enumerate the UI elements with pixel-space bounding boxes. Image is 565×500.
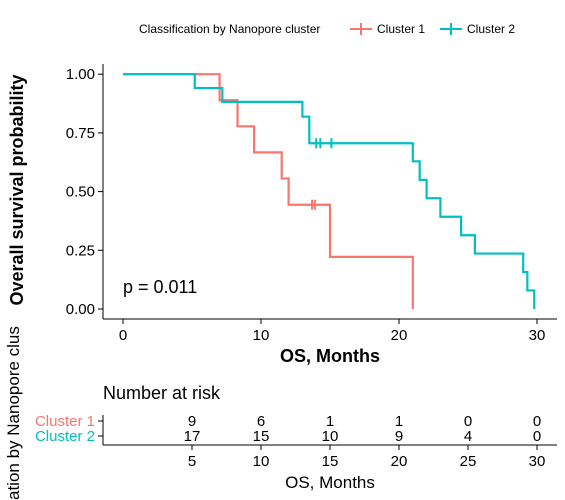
risk-value-cell: 0 bbox=[533, 413, 541, 430]
risk-x-ticks: 5 10 15 20 25 30 bbox=[188, 445, 546, 470]
y-tick-label: 0.00 bbox=[66, 301, 95, 318]
risk-value-cell: 0 bbox=[533, 428, 541, 445]
y-axis-title: Overall survival probability bbox=[7, 74, 27, 305]
risk-x-tick-label: 20 bbox=[391, 453, 408, 470]
y-tick-label: 0.75 bbox=[66, 125, 95, 142]
survival-curve-cluster-1 bbox=[123, 73, 414, 309]
risk-value-cell: 6 bbox=[257, 413, 265, 430]
legend-key-cluster-2: Cluster 2 bbox=[440, 22, 515, 36]
risk-value-cell: 10 bbox=[322, 428, 339, 445]
risk-value-cell: 0 bbox=[464, 413, 472, 430]
legend-label-cluster-1: Cluster 1 bbox=[377, 22, 425, 36]
risk-value-cell: 9 bbox=[188, 413, 196, 430]
y-ticks: 0.00 0.25 0.50 0.75 1.00 bbox=[66, 66, 103, 318]
risk-value-cell: 9 bbox=[395, 428, 403, 445]
x-ticks: 0 10 20 30 bbox=[119, 319, 546, 344]
risk-x-tick-label: 30 bbox=[529, 453, 546, 470]
risk-row-label-cluster-2: Cluster 2 bbox=[35, 428, 95, 445]
risk-value-cell: 15 bbox=[253, 428, 270, 445]
legend-title: Classification by Nanopore cluster bbox=[139, 22, 320, 36]
risk-y-axis-title: ation by Nanopore clus bbox=[4, 326, 23, 500]
x-tick-label: 10 bbox=[253, 327, 270, 344]
legend-label-cluster-2: Cluster 2 bbox=[467, 22, 515, 36]
x-tick-label: 30 bbox=[529, 327, 546, 344]
survival-curves bbox=[123, 73, 536, 309]
legend: Classification by Nanopore cluster Clust… bbox=[139, 22, 515, 36]
risk-x-tick-label: 25 bbox=[460, 453, 477, 470]
x-axis-title: OS, Months bbox=[280, 346, 380, 366]
survival-curve-cluster-2 bbox=[123, 73, 536, 309]
x-tick-label: 20 bbox=[391, 327, 408, 344]
risk-table-title: Number at risk bbox=[103, 383, 221, 403]
risk-row-label-cluster-1: Cluster 1 bbox=[35, 413, 95, 430]
x-tick-label: 0 bbox=[119, 327, 127, 344]
risk-x-tick-label: 15 bbox=[322, 453, 339, 470]
risk-x-axis-title: OS, Months bbox=[285, 473, 375, 492]
km-plot: 0.00 0.25 0.50 0.75 1.00 0 10 20 30 p = 0.011 O… bbox=[66, 64, 557, 366]
risk-value-cell: 1 bbox=[326, 413, 334, 430]
risk-value-cell: 4 bbox=[464, 428, 472, 445]
legend-key-cluster-1: Cluster 1 bbox=[350, 22, 425, 36]
risk-value-cell: 17 bbox=[184, 428, 201, 445]
risk-value-cell: 1 bbox=[395, 413, 403, 430]
risk-x-tick-label: 10 bbox=[253, 453, 270, 470]
y-tick-label: 0.50 bbox=[66, 184, 95, 201]
risk-x-tick-label: 5 bbox=[188, 453, 196, 470]
y-tick-label: 1.00 bbox=[66, 66, 95, 83]
p-value-annotation: p = 0.011 bbox=[123, 277, 197, 297]
y-tick-label: 0.25 bbox=[66, 242, 95, 259]
